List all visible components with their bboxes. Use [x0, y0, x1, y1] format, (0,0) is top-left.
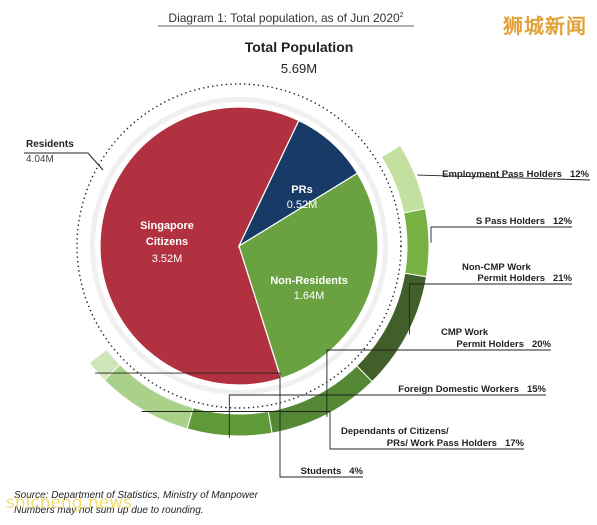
pie-slice-prs: [237, 119, 359, 248]
watermark-cn: 狮城新闻: [503, 14, 587, 38]
ring-label-employment-pass: Employment Pass Holders 12%: [442, 169, 589, 180]
label-citizens-line1: Singapore: [140, 220, 194, 232]
note-text: Numbers may not sum up due to rounding.: [14, 505, 204, 516]
ring-label-non-cmp-line2: Permit Holders 21%: [477, 273, 572, 284]
ring-label-students: Students 4%: [301, 466, 364, 477]
label-leaders: [95, 174, 591, 478]
leader-cmp-work-permit-holders: [326, 349, 551, 417]
label-prs: PRs: [291, 184, 312, 196]
ring-label-fdw: Foreign Domestic Workers 15%: [398, 384, 546, 395]
ring-segment-s-pass-holders: [403, 208, 430, 278]
non-residents-ring: [88, 144, 430, 437]
residents-value: 4.04M: [26, 154, 54, 165]
total-label: Total Population: [245, 39, 354, 55]
residents-leader: [24, 152, 104, 171]
leader-non-cmp-work-permit-holders: [408, 283, 572, 335]
main-pie: [99, 106, 379, 386]
leader-foreign-domestic-workers: [228, 394, 546, 438]
value-citizens: 3.52M: [152, 253, 183, 265]
ring-label-cmp-line1: CMP Work: [441, 327, 489, 338]
value-non-residents: 1.64M: [294, 290, 325, 302]
leader-dependants-of-citizens-prs-work-pass-holders: [141, 411, 524, 450]
source-text: Source: Department of Statistics, Minist…: [14, 490, 259, 501]
ring-label-non-cmp-line1: Non-CMP Work: [462, 262, 532, 273]
ring-segment-students: [88, 348, 121, 381]
ring-label-cmp-line2: Permit Holders 20%: [456, 339, 551, 350]
pie-slice-non-residents: [238, 172, 379, 380]
label-citizens-line2: Citizens: [146, 236, 188, 248]
diagram-title: Diagram 1: Total population, as of Jun 2…: [168, 11, 403, 25]
ring-segment-employment-pass-holders: [380, 144, 426, 214]
ring-label-dependants-line1: Dependants of Citizens/: [341, 426, 449, 437]
total-value: 5.69M: [281, 61, 317, 76]
residents-label: Residents: [26, 139, 74, 150]
leader-employment-pass-holders: [417, 174, 591, 181]
label-non-residents: Non-Residents: [270, 275, 348, 287]
pie-slice-singapore-citizens: [99, 106, 300, 386]
residents-dotted-arc: [76, 83, 402, 409]
leader-s-pass-holders: [430, 226, 572, 243]
ring-label-dependants-line2: PRs/ Work Pass Holders 17%: [387, 438, 525, 449]
value-prs: 0.52M: [287, 199, 318, 211]
leader-students: [95, 372, 363, 478]
ring-label-s-pass: S Pass Holders 12%: [476, 216, 573, 227]
watermark-url: shicheng.news: [6, 493, 132, 513]
